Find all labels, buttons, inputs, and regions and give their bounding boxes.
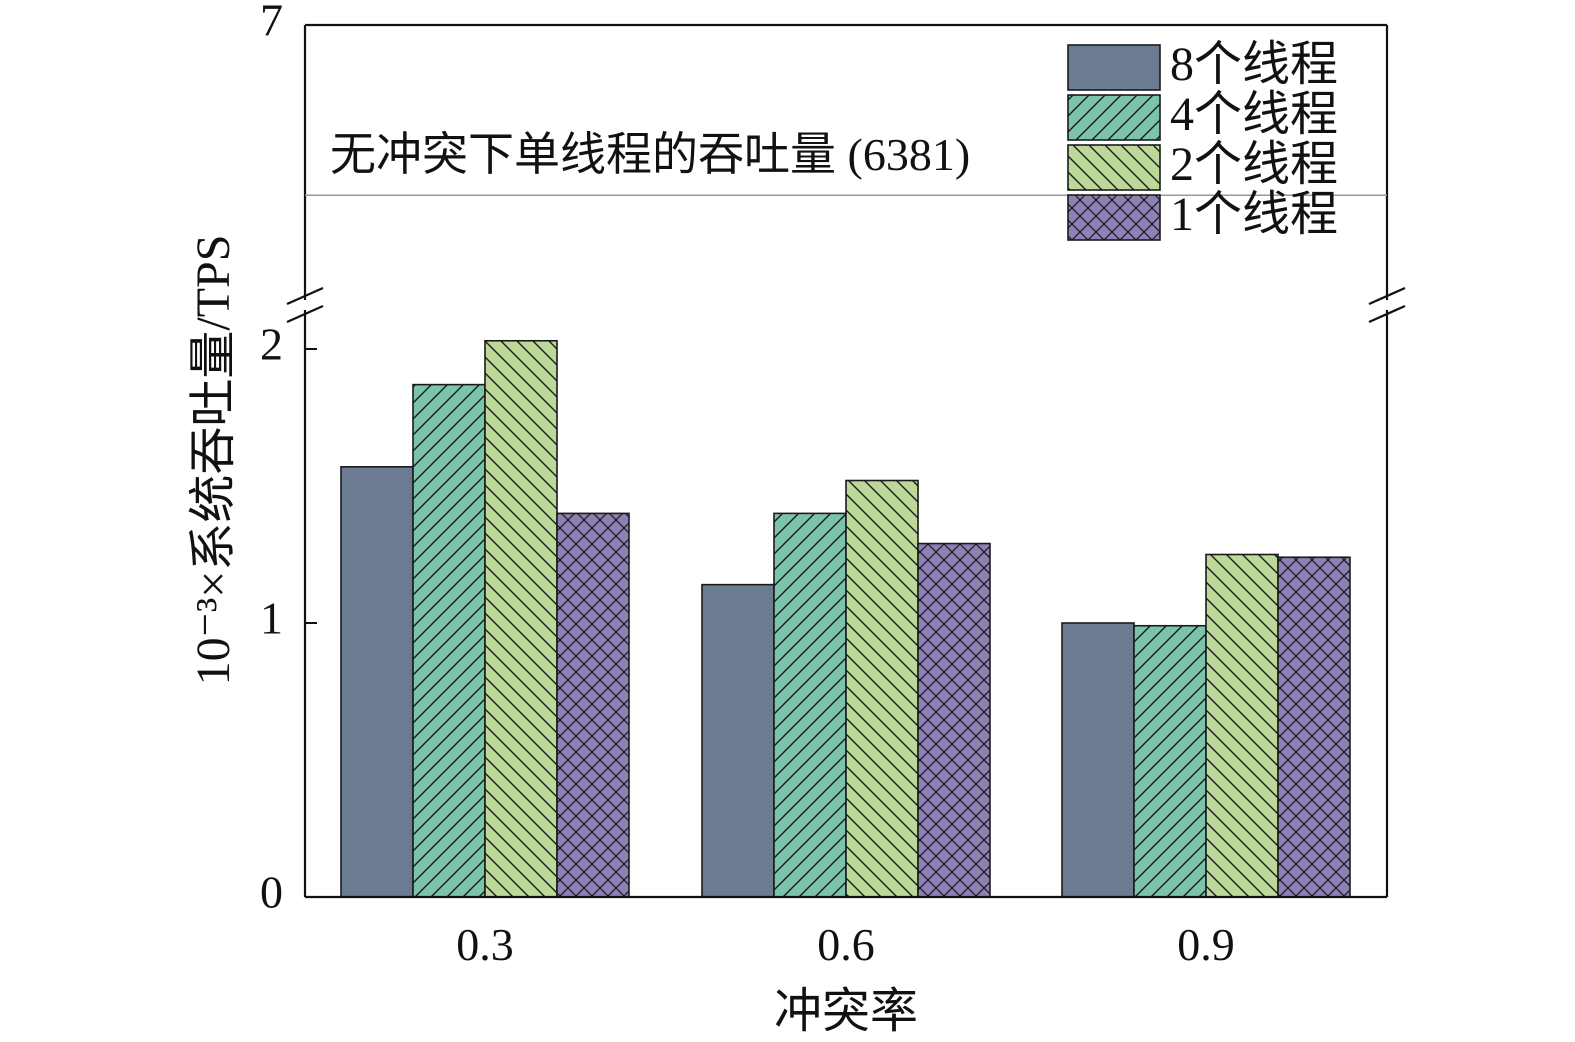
plot-frame [286,23,1406,899]
x-tick-label-0.9: 0.9 [1177,919,1235,970]
legend-label-1个线程: 1个线程 [1170,188,1338,241]
bar-4个线程-0.3 [412,383,486,898]
legend-label-4个线程: 4个线程 [1170,88,1338,141]
bar-1个线程-0.6 [917,542,991,898]
reference-line-label: 无冲突下单线程的吞吐量 (6381) [330,129,970,180]
bar-2个线程-0.9 [1205,553,1279,898]
bar-8个线程-0.3 [340,466,414,898]
legend-label-2个线程: 2个线程 [1170,138,1338,191]
bars-layer [340,339,1351,898]
legend-swatch-2个线程 [1067,144,1161,191]
legend-swatch-4个线程 [1067,94,1161,141]
bar-8个线程-0.9 [1061,622,1135,898]
break-mark-0-a [286,286,324,306]
y-ticks: 0 1 2 7 [260,0,317,918]
y-tick-label-1: 1 [260,593,283,644]
break-mark-0-b [286,304,324,324]
y-tick-label-7: 7 [260,0,283,46]
x-tick-label-0.6: 0.6 [817,919,875,970]
bar-2个线程-0.3 [484,339,558,898]
y-axis-label: 10⁻³×系统吞吐量/TPS [187,235,240,686]
legend-label-8个线程: 8个线程 [1170,38,1338,91]
bar-1个线程-0.9 [1277,556,1351,898]
break-mark-1-b [1368,304,1406,324]
break-mark-1-a [1368,286,1406,306]
bar-2个线程-0.6 [845,479,919,898]
x-tick-label-0.3: 0.3 [456,919,514,970]
legend-swatch-8个线程 [1067,44,1161,91]
x-ticks: 0.3 0.6 0.9 [456,919,1235,970]
legend-swatch-1个线程 [1067,194,1161,241]
bar-4个线程-0.9 [1133,624,1207,898]
bar-1个线程-0.3 [556,512,630,898]
bar-4个线程-0.6 [773,512,847,898]
y-tick-label-2: 2 [260,319,283,370]
bar-8个线程-0.6 [701,583,775,898]
x-axis-label: 冲突率 [774,985,918,1038]
y-tick-label-0: 0 [260,867,283,918]
